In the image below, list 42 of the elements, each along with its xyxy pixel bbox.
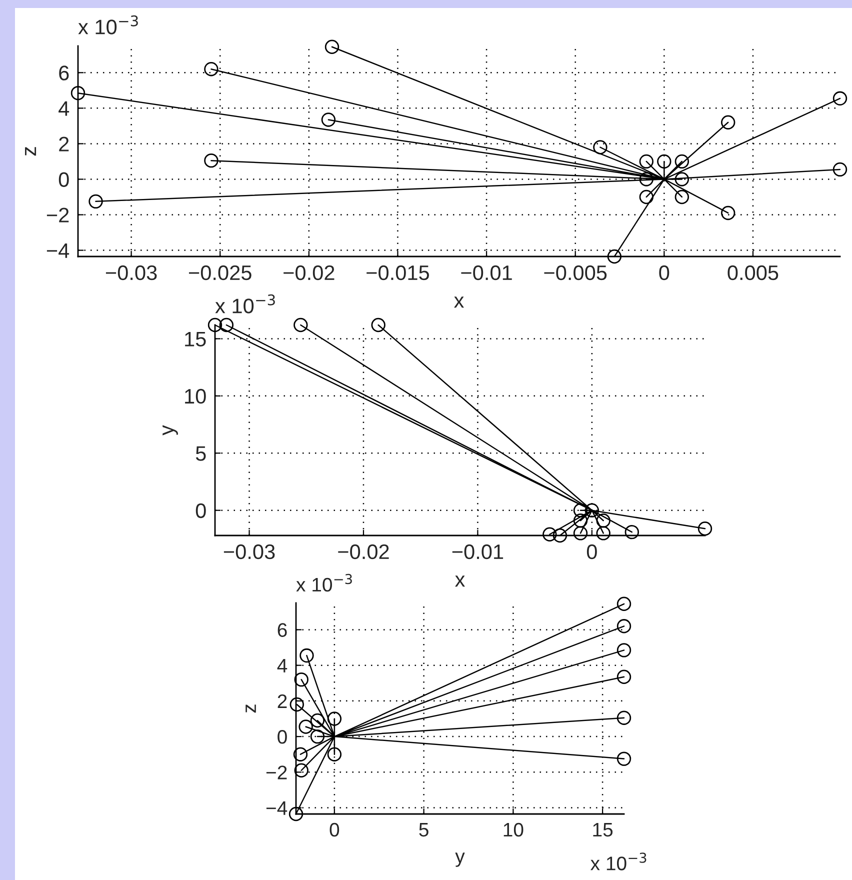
text: x 10$^{−3}$ [590, 852, 646, 870]
x-axis-title: x [455, 576, 465, 587]
y-tick-label: 5 [196, 446, 206, 461]
x-tick-label: 0.005 [728, 265, 778, 280]
y-tick-label: 4 [277, 658, 288, 672]
text: x 10$^{−3}$ [296, 574, 352, 592]
y-axis-title: y [162, 425, 178, 436]
x-tick-label: 15 [593, 823, 613, 837]
y-tick-label: 15 [185, 332, 206, 346]
x-axis-title: x [454, 296, 464, 308]
y-tick-label: −2 [266, 766, 287, 780]
y-tick-label: 0 [58, 172, 69, 187]
x-tick-label: −0.015 [366, 265, 429, 280]
y-tick-label: 2 [59, 136, 69, 152]
x-tick-label: −0.01 [461, 265, 512, 280]
x-tick-label: 0 [659, 265, 670, 280]
text: x 10$^{−3}$ [215, 294, 275, 314]
x-tick-label: −0.005 [544, 265, 607, 280]
x-tick-label: −0.025 [188, 265, 252, 280]
x-tick-label: 0 [586, 544, 597, 560]
y-tick-label: 0 [196, 503, 206, 518]
x-tick-label: −0.02 [284, 265, 334, 280]
x-tick-label: 10 [504, 822, 524, 837]
y-tick-label: −4 [46, 244, 70, 258]
x-tick-label: −0.03 [224, 544, 275, 560]
x-tick-label: −0.02 [338, 544, 389, 560]
x-tick-label: −0.03 [106, 265, 157, 280]
x-tick-label: −0.01 [452, 544, 504, 560]
y-tick-label: −2 [46, 208, 69, 222]
x-tick-label: 0 [330, 822, 340, 837]
x-tick-label: 5 [419, 823, 428, 837]
y-tick-label: 2 [278, 694, 287, 708]
y-tick-label: 0 [278, 730, 287, 744]
y-tick-label: 10 [185, 388, 206, 404]
text: x 10$^{−3}$ [78, 15, 138, 34]
y-tick-label: 4 [58, 101, 70, 116]
y-tick-label: 6 [59, 66, 69, 80]
y-axis-title: z [25, 147, 36, 156]
y-tick-label: −4 [266, 801, 288, 815]
x-axis-title: y [455, 852, 465, 867]
y-tick-label: 6 [278, 623, 287, 637]
y-axis-title: z [246, 704, 256, 713]
